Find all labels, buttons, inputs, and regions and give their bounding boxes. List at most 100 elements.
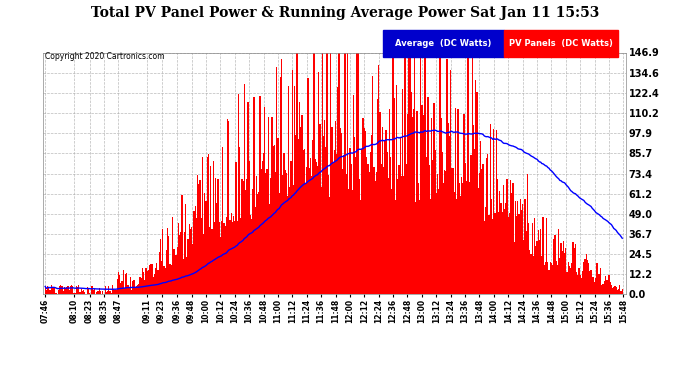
Bar bbox=[573, 248, 575, 294]
Bar bbox=[551, 264, 552, 294]
Bar bbox=[533, 256, 534, 294]
Bar bbox=[384, 141, 385, 294]
Bar bbox=[385, 130, 386, 294]
Bar bbox=[188, 224, 190, 294]
Bar bbox=[395, 200, 396, 294]
Bar bbox=[396, 85, 397, 294]
Bar bbox=[576, 272, 578, 294]
Bar bbox=[324, 120, 326, 294]
Bar bbox=[377, 99, 378, 294]
Bar bbox=[281, 58, 282, 294]
Bar bbox=[453, 192, 455, 294]
Bar bbox=[138, 284, 139, 294]
Bar bbox=[523, 240, 524, 294]
Bar bbox=[492, 219, 493, 294]
Bar bbox=[404, 53, 406, 294]
Bar bbox=[593, 277, 594, 294]
Bar bbox=[580, 275, 581, 294]
Bar bbox=[413, 109, 414, 294]
Bar bbox=[351, 164, 352, 294]
Bar bbox=[606, 280, 607, 294]
Bar bbox=[475, 80, 477, 294]
Bar bbox=[518, 214, 520, 294]
Bar bbox=[335, 121, 336, 294]
Bar bbox=[208, 154, 209, 294]
Bar bbox=[178, 223, 179, 294]
Bar bbox=[149, 266, 150, 294]
Bar bbox=[489, 214, 490, 294]
Bar bbox=[375, 181, 376, 294]
Bar bbox=[566, 272, 568, 294]
Bar bbox=[407, 114, 408, 294]
Bar bbox=[451, 168, 453, 294]
Bar bbox=[76, 286, 77, 294]
Bar bbox=[227, 119, 228, 294]
Bar bbox=[549, 270, 550, 294]
Bar bbox=[293, 185, 294, 294]
Bar bbox=[390, 157, 391, 294]
Bar bbox=[529, 250, 531, 294]
Bar bbox=[431, 118, 432, 294]
Bar bbox=[174, 249, 175, 294]
Bar bbox=[307, 78, 308, 294]
Bar bbox=[527, 174, 528, 294]
Bar bbox=[115, 290, 117, 294]
Bar bbox=[337, 87, 339, 294]
Bar bbox=[130, 277, 131, 294]
Bar bbox=[157, 270, 159, 294]
Bar bbox=[152, 277, 154, 294]
Bar bbox=[128, 288, 130, 294]
Bar bbox=[414, 53, 415, 294]
Bar bbox=[181, 195, 183, 294]
Bar bbox=[81, 291, 83, 294]
Bar bbox=[330, 53, 331, 294]
Bar bbox=[55, 292, 57, 294]
Bar bbox=[203, 234, 204, 294]
Bar bbox=[230, 213, 232, 294]
Bar bbox=[215, 178, 216, 294]
Bar bbox=[367, 164, 368, 294]
Bar bbox=[484, 221, 485, 294]
Bar bbox=[155, 268, 156, 294]
Bar bbox=[477, 188, 479, 294]
Bar bbox=[261, 169, 262, 294]
Bar bbox=[275, 172, 276, 294]
Bar bbox=[92, 290, 94, 294]
Bar bbox=[110, 293, 112, 294]
Bar bbox=[326, 53, 328, 294]
Text: Copyright 2020 Cartronics.com: Copyright 2020 Cartronics.com bbox=[45, 52, 164, 61]
Bar bbox=[209, 227, 210, 294]
Bar bbox=[427, 97, 428, 294]
Bar bbox=[308, 168, 310, 294]
Bar bbox=[469, 182, 471, 294]
Bar bbox=[45, 286, 46, 294]
Bar bbox=[344, 53, 346, 294]
Bar bbox=[506, 178, 508, 294]
Bar bbox=[401, 176, 402, 294]
Bar bbox=[97, 291, 99, 294]
Bar bbox=[334, 150, 335, 294]
Bar bbox=[141, 268, 143, 294]
Bar bbox=[349, 148, 351, 294]
Bar bbox=[602, 284, 604, 294]
Bar bbox=[320, 187, 322, 294]
Bar bbox=[375, 172, 377, 294]
Bar bbox=[482, 164, 484, 294]
Bar bbox=[63, 287, 65, 294]
Bar bbox=[382, 127, 383, 294]
Bar bbox=[270, 178, 271, 294]
Bar bbox=[467, 53, 468, 294]
Bar bbox=[313, 53, 315, 294]
Bar bbox=[114, 290, 115, 294]
Bar bbox=[274, 145, 275, 294]
Bar bbox=[65, 288, 66, 294]
Bar bbox=[81, 289, 82, 294]
Bar bbox=[72, 286, 73, 294]
Bar bbox=[619, 285, 620, 294]
Bar bbox=[333, 162, 334, 294]
Bar bbox=[305, 183, 306, 294]
Bar bbox=[511, 193, 513, 294]
Bar bbox=[368, 172, 370, 294]
Bar bbox=[389, 110, 390, 294]
Bar bbox=[461, 177, 462, 294]
